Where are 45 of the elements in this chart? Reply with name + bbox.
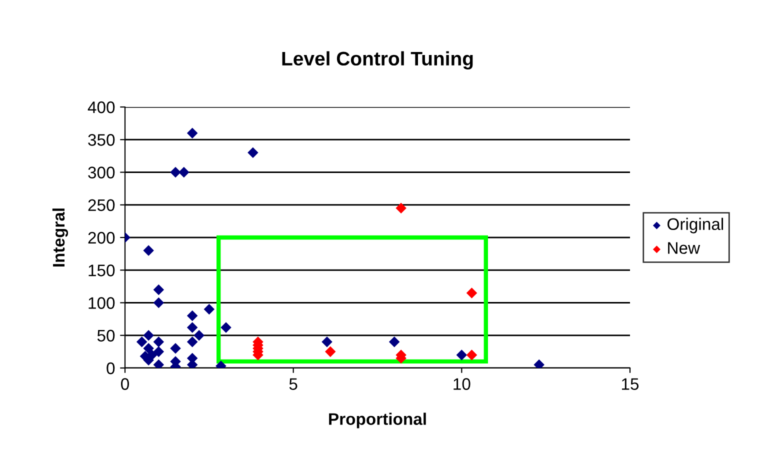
point <box>388 336 400 348</box>
point <box>143 343 154 354</box>
point <box>136 336 148 348</box>
legend-label: New <box>668 242 700 254</box>
point <box>186 128 198 138</box>
point <box>153 346 164 358</box>
point <box>466 350 478 360</box>
y-tick-label: 300 <box>88 166 115 178</box>
y-tick-label: 250 <box>88 199 115 212</box>
y-axis-title: Integral <box>52 208 68 266</box>
point <box>186 310 198 322</box>
point <box>248 147 258 158</box>
point <box>322 336 332 348</box>
point <box>143 330 154 341</box>
point <box>204 304 215 315</box>
chart-title: Level Control Tuning <box>282 51 473 70</box>
point <box>178 166 190 178</box>
point <box>146 350 158 360</box>
y-tick-label: 150 <box>88 264 115 276</box>
point <box>396 202 406 214</box>
point <box>170 166 181 178</box>
point <box>466 288 478 298</box>
point <box>186 336 198 348</box>
point <box>220 322 232 333</box>
legend-label: Original <box>668 218 724 234</box>
y-tick-label: 100 <box>88 297 115 309</box>
x-tick-label: 15 <box>622 378 639 390</box>
point <box>186 322 198 333</box>
y-tick-label: 0 <box>106 362 115 374</box>
x-tick-label: 10 <box>454 378 470 390</box>
y-tick-label: 50 <box>97 330 115 342</box>
point <box>170 343 181 354</box>
point <box>153 284 164 296</box>
point <box>143 245 154 256</box>
point <box>153 297 164 308</box>
x-axis-title: Proportional <box>329 412 426 428</box>
x-tick-label: 5 <box>289 378 298 390</box>
y-tick-label: 350 <box>88 134 115 146</box>
point <box>324 346 336 358</box>
x-tick-label: 0 <box>121 378 129 390</box>
y-tick-label: 200 <box>88 232 115 244</box>
y-tick-label: 400 <box>88 101 115 114</box>
point <box>194 330 204 341</box>
point <box>153 336 164 348</box>
point <box>456 350 468 360</box>
